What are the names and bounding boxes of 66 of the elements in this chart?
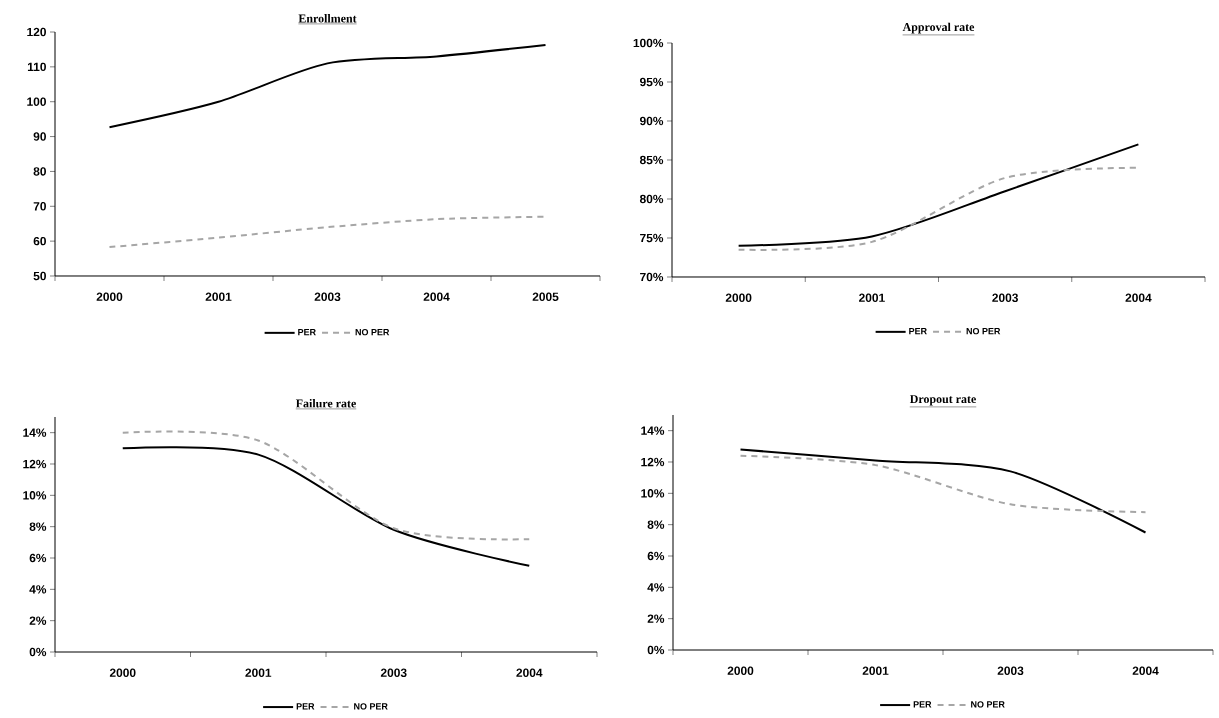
x-tick-label: 2003 [380,668,407,678]
y-tick-label: 4% [29,585,47,594]
y-tick-label: 14% [641,426,665,435]
y-tick-label: 8% [29,522,47,531]
line-series [739,454,1147,514]
line-series [121,446,531,567]
y-tick-label: 90% [639,116,664,126]
y-tick-label: 12% [23,459,47,469]
x-tick-label: 2003 [997,666,1024,676]
y-tick-label: 6% [29,553,47,563]
x-tick-label: 2000 [727,666,754,675]
y-tick-label: 80 [33,167,46,176]
legend-label: NO PER [355,328,390,336]
y-tick-label: 8% [647,520,665,529]
y-tick-label: 95% [639,77,664,87]
x-tick-label: 2001 [205,292,232,301]
legend-label: PER [296,703,315,710]
x-tick-label: 2001 [862,666,889,675]
y-tick-label: 0% [647,645,665,655]
y-tick-label: 100% [633,38,664,48]
legend-label: NO PER [966,327,1001,335]
x-tick-label: 2005 [532,292,559,301]
y-tick-label: 70 [33,202,46,211]
chart-title: Enrollment [298,14,357,23]
line-series [737,143,1140,247]
x-tick-label: 2004 [1125,293,1152,302]
legend-label: PER [909,328,927,335]
y-tick-label: 60 [33,236,46,246]
y-tick-label: 50 [33,271,46,281]
y-tick-label: 80% [639,194,664,204]
y-tick-label: 14% [23,428,47,437]
y-tick-label: 10% [641,489,665,498]
chart-title: Failure rate [295,399,356,408]
y-tick-label: 110 [27,62,46,72]
x-tick-label: 2003 [314,292,341,301]
line-series [739,448,1147,534]
y-tick-label: 2% [29,616,47,625]
y-tick-label: 12% [641,457,665,467]
y-tick-label: 0% [29,647,47,657]
legend-label: PER [913,701,932,708]
y-tick-label: 70% [640,272,664,282]
legend-label: NO PER [354,703,388,710]
y-tick-label: 10% [23,491,47,500]
legend-label: NO PER [971,701,1005,708]
x-tick-label: 2001 [245,668,272,677]
x-tick-label: 2000 [96,292,123,301]
y-tick-label: 75% [640,233,664,243]
y-tick-label: 120 [27,27,46,37]
y-tick-label: 100 [27,97,46,106]
x-tick-label: 2004 [423,292,450,301]
x-tick-label: 2000 [109,668,136,677]
x-tick-label: 2004 [1132,666,1159,675]
chart-title: Dropout rate [909,395,976,406]
x-tick-label: 2000 [725,293,752,302]
legend-label: PER [298,329,316,336]
line-series [121,430,531,541]
y-tick-label: 85% [639,155,664,165]
y-tick-label: 4% [647,583,665,592]
chart-title: Approval rate [902,22,975,34]
y-tick-label: 2% [647,614,665,623]
y-tick-label: 6% [647,551,665,561]
x-tick-label: 2003 [992,293,1018,302]
x-tick-label: 2001 [859,293,885,302]
y-tick-label: 90 [33,132,46,141]
line-series [108,43,547,129]
x-tick-label: 2004 [516,668,543,677]
